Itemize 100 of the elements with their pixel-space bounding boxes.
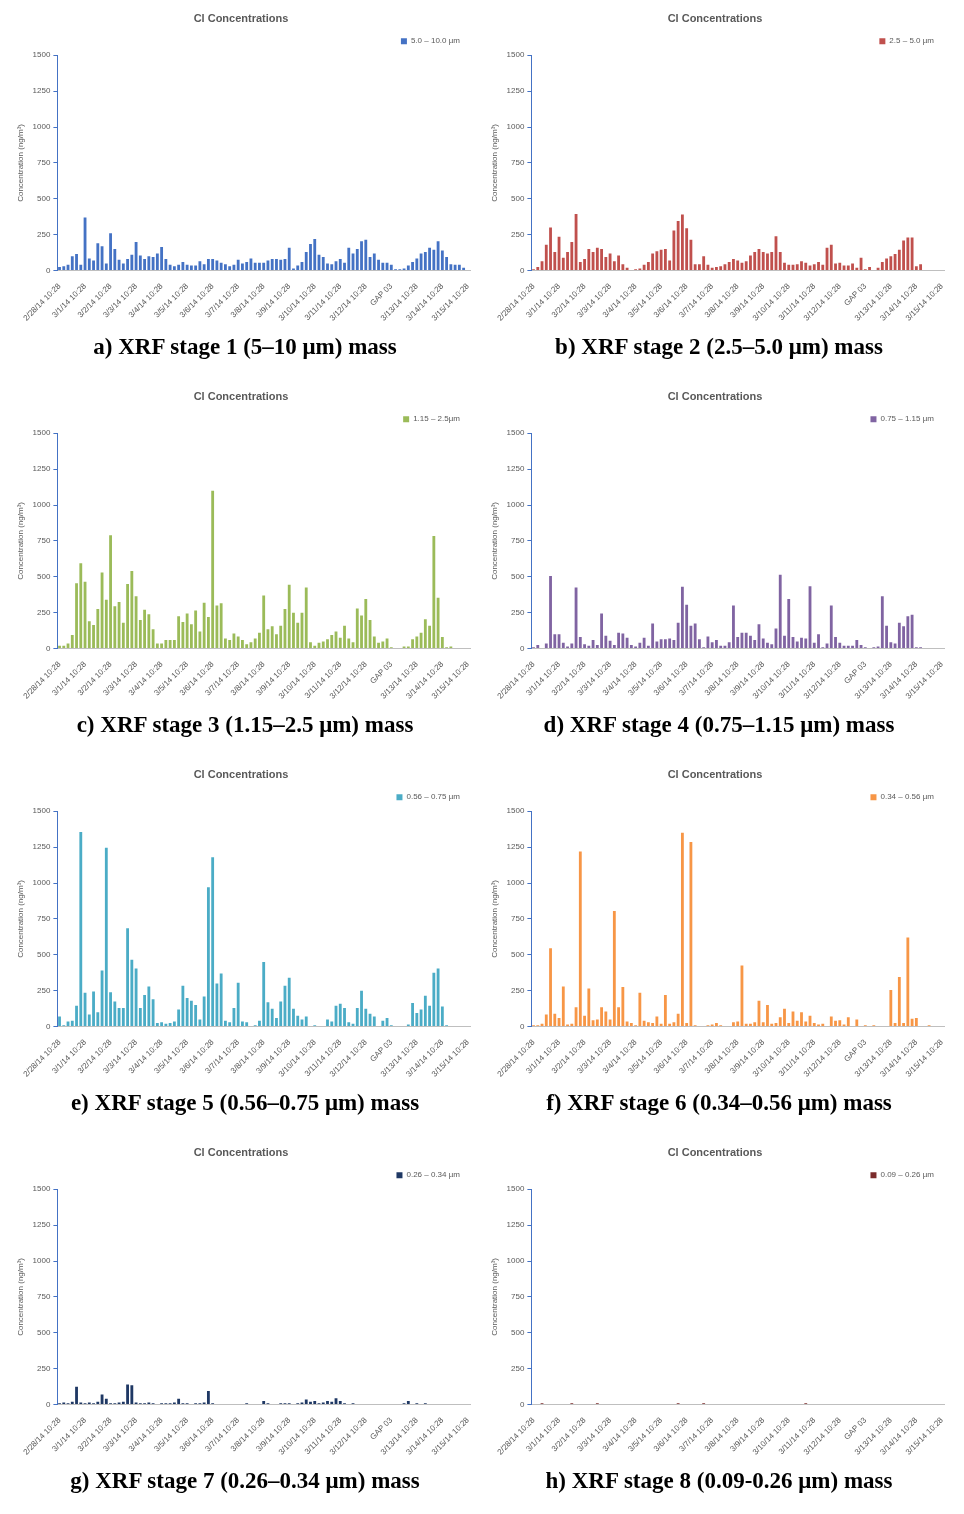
bar <box>185 613 189 649</box>
bar <box>130 254 134 271</box>
bar <box>347 247 351 271</box>
y-axis-title: Concentration (ng/m³) <box>490 1257 499 1336</box>
bar <box>185 264 189 271</box>
legend-label: 0.09 – 0.26 µm <box>880 1170 935 1180</box>
bar <box>181 985 185 1027</box>
bar <box>795 264 799 271</box>
bar <box>608 253 612 271</box>
y-tick-label: 250 <box>511 985 525 995</box>
bar <box>415 258 419 271</box>
bar <box>126 928 129 1027</box>
y-axis-title: Concentration (ng/m³) <box>16 879 25 958</box>
y-tick-label: 1000 <box>32 500 51 510</box>
y-tick-label: 1500 <box>506 50 525 60</box>
chart-title: Cl Concentrations <box>193 1145 289 1158</box>
y-tick-label: 500 <box>37 194 51 204</box>
bar <box>147 986 151 1027</box>
bar <box>79 832 83 1027</box>
bar <box>753 251 757 271</box>
bar <box>436 968 440 1027</box>
bar <box>126 1384 129 1405</box>
bar <box>151 256 155 271</box>
chart-title: Cl Concentrations <box>193 11 289 24</box>
legend-label: 1.15 – 2.5µm <box>413 414 461 424</box>
y-tick-label: 250 <box>37 607 51 617</box>
bar <box>360 990 363 1027</box>
bar <box>411 639 414 649</box>
bar <box>812 264 816 271</box>
bar <box>109 535 112 649</box>
bar <box>258 262 261 271</box>
bar <box>732 605 735 649</box>
bar <box>160 643 164 649</box>
bar <box>219 973 223 1027</box>
bar <box>253 262 257 271</box>
y-tick-label: 750 <box>37 536 51 546</box>
bar <box>646 1022 650 1027</box>
bar <box>177 264 181 271</box>
bar <box>372 1016 376 1027</box>
bar <box>778 574 782 649</box>
bar <box>659 639 663 649</box>
y-axis-title: Concentration (ng/m³) <box>490 123 499 202</box>
bar <box>880 596 884 649</box>
y-tick-label: 500 <box>511 950 525 960</box>
bar <box>423 995 427 1027</box>
legend-label: 2.5 – 5.0 µm <box>889 36 935 46</box>
bar <box>415 636 419 649</box>
y-axis-title: Concentration (ng/m³) <box>490 879 499 958</box>
bar <box>189 1000 193 1027</box>
text: a) XRF stage 1 (5–10 μm) mass <box>92 334 398 360</box>
bar <box>672 230 676 271</box>
bar <box>355 608 359 649</box>
bar <box>570 241 574 271</box>
bar <box>880 261 884 271</box>
y-tick-label: 500 <box>511 572 525 582</box>
bar <box>147 614 151 649</box>
bar <box>787 264 791 271</box>
bar <box>160 246 164 271</box>
bar <box>736 1021 740 1027</box>
bar <box>829 1016 833 1027</box>
y-tick-label: 750 <box>37 914 51 924</box>
bar <box>423 619 427 649</box>
bar <box>727 261 731 271</box>
bar <box>749 635 752 649</box>
y-axis-title: Concentration (ng/m³) <box>16 123 25 202</box>
bar <box>453 264 457 271</box>
y-tick-label: 500 <box>37 1328 51 1338</box>
y-tick-label: 0 <box>45 1399 51 1409</box>
y-tick-label: 1500 <box>32 1184 51 1194</box>
bar <box>62 266 66 271</box>
bar <box>185 997 189 1027</box>
bar <box>215 260 219 271</box>
bar <box>432 249 436 271</box>
bar <box>436 241 440 271</box>
bar <box>262 262 266 271</box>
bar <box>736 260 740 271</box>
y-tick-label: 250 <box>37 229 51 239</box>
bar <box>766 1005 769 1027</box>
bar <box>121 263 125 271</box>
y-tick-label: 1500 <box>506 1184 525 1194</box>
bar <box>902 240 906 271</box>
bar <box>330 634 334 649</box>
bar <box>906 616 910 649</box>
bar <box>804 638 808 649</box>
y-tick-label: 750 <box>511 1292 525 1302</box>
bar <box>75 254 78 271</box>
bar <box>608 640 612 649</box>
bar <box>87 258 91 271</box>
bar <box>549 227 552 271</box>
y-tick-label: 1000 <box>32 1256 51 1266</box>
y-tick-label: 1000 <box>32 878 51 888</box>
bar <box>270 1008 274 1027</box>
bar <box>578 261 582 271</box>
bar <box>130 571 134 649</box>
bar <box>411 1002 414 1027</box>
bar <box>642 264 646 271</box>
y-tick-label: 750 <box>511 158 525 168</box>
bar <box>625 637 629 649</box>
bar <box>578 637 582 649</box>
bar <box>130 1385 134 1405</box>
